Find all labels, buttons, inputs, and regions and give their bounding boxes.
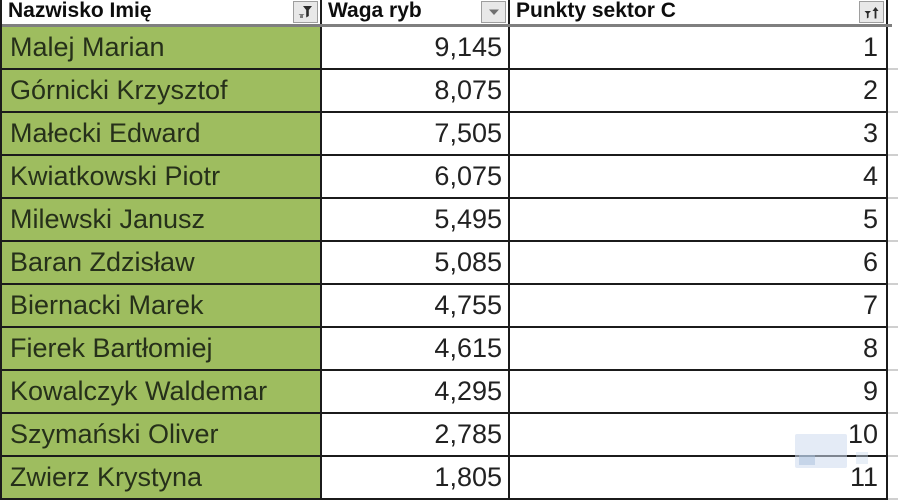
cell-points[interactable]: 2 xyxy=(510,70,888,113)
cell-weight[interactable]: 2,785 xyxy=(322,414,510,457)
filter-sort-up-icon xyxy=(864,5,879,19)
cell-name[interactable]: Górnicki Krzysztof xyxy=(2,70,322,113)
filter-dropdown-button[interactable] xyxy=(293,1,318,23)
cell-points[interactable]: 8 xyxy=(510,328,888,371)
cell-weight[interactable]: 1,805 xyxy=(322,457,510,500)
table-row: Fierek Bartłomiej 4,615 8 xyxy=(2,328,900,371)
filter-dropdown-button[interactable] xyxy=(859,1,884,23)
gridline-extension xyxy=(888,285,898,328)
cell-name[interactable]: Kwiatkowski Piotr xyxy=(2,156,322,199)
gridline-extension xyxy=(888,27,898,70)
filter-dropdown-button[interactable] xyxy=(481,1,506,23)
cell-weight[interactable]: 4,755 xyxy=(322,285,510,328)
table-row: Malej Marian 9,145 1 xyxy=(2,27,900,70)
cell-weight[interactable]: 4,615 xyxy=(322,328,510,371)
table-body: Malej Marian 9,145 1 Górnicki Krzysztof … xyxy=(2,27,900,500)
dropdown-arrow-icon xyxy=(488,8,500,16)
table-row: Milewski Janusz 5,495 5 xyxy=(2,199,900,242)
cell-points[interactable]: 6 xyxy=(510,242,888,285)
column-header-label: Nazwisko Imię xyxy=(8,0,152,22)
column-header-label: Waga ryb xyxy=(328,0,422,22)
cell-name[interactable]: Fierek Bartłomiej xyxy=(2,328,322,371)
cell-weight[interactable]: 8,075 xyxy=(322,70,510,113)
filter-funnel-icon xyxy=(298,5,313,19)
cell-points[interactable]: 10 xyxy=(510,414,888,457)
gridline-extension xyxy=(888,156,898,199)
table-row: Szymański Oliver 2,785 10 xyxy=(2,414,900,457)
table-row: Kowalczyk Waldemar 4,295 9 xyxy=(2,371,900,414)
table-row: Biernacki Marek 4,755 7 xyxy=(2,285,900,328)
cell-weight[interactable]: 7,505 xyxy=(322,113,510,156)
gridline-extension xyxy=(888,457,898,500)
cell-points[interactable]: 3 xyxy=(510,113,888,156)
gridline-extension xyxy=(888,70,898,113)
cell-name[interactable]: Szymański Oliver xyxy=(2,414,322,457)
cell-points[interactable]: 7 xyxy=(510,285,888,328)
gridline-extension xyxy=(888,199,898,242)
cell-name[interactable]: Biernacki Marek xyxy=(2,285,322,328)
cell-name[interactable]: Milewski Janusz xyxy=(2,199,322,242)
gridline-extension xyxy=(888,328,898,371)
header-row: Nazwisko Imię Waga ryb xyxy=(2,0,900,24)
cell-name[interactable]: Baran Zdzisław xyxy=(2,242,322,285)
cell-points[interactable]: 11 xyxy=(510,457,888,500)
header-cell-waga-ryb[interactable]: Waga ryb xyxy=(322,0,510,24)
gridline-extension xyxy=(888,414,898,457)
cell-points[interactable]: 1 xyxy=(510,27,888,70)
cell-name[interactable]: Zwierz Krystyna xyxy=(2,457,322,500)
header-cell-nazwisko-imie[interactable]: Nazwisko Imię xyxy=(2,0,322,24)
table-row: Górnicki Krzysztof 8,075 2 xyxy=(2,70,900,113)
cell-weight[interactable]: 9,145 xyxy=(322,27,510,70)
cell-name[interactable]: Kowalczyk Waldemar xyxy=(2,371,322,414)
header-cell-punkty-sektor-c[interactable]: Punkty sektor C xyxy=(510,0,888,24)
table-row: Zwierz Krystyna 1,805 11 xyxy=(2,457,900,500)
gridline-extension xyxy=(888,242,898,285)
cell-weight[interactable]: 6,075 xyxy=(322,156,510,199)
cell-weight[interactable]: 5,085 xyxy=(322,242,510,285)
cell-name[interactable]: Małecki Edward xyxy=(2,113,322,156)
header-bottom-border xyxy=(2,24,892,27)
cell-points[interactable]: 4 xyxy=(510,156,888,199)
cell-weight[interactable]: 5,495 xyxy=(322,199,510,242)
cell-weight[interactable]: 4,295 xyxy=(322,371,510,414)
cell-points[interactable]: 9 xyxy=(510,371,888,414)
gridline-extension xyxy=(888,113,898,156)
gridline-extension xyxy=(888,371,898,414)
cell-points[interactable]: 5 xyxy=(510,199,888,242)
cell-name[interactable]: Malej Marian xyxy=(2,27,322,70)
table-row: Kwiatkowski Piotr 6,075 4 xyxy=(2,156,900,199)
table-row: Małecki Edward 7,505 3 xyxy=(2,113,900,156)
table-row: Baran Zdzisław 5,085 6 xyxy=(2,242,900,285)
column-header-label: Punkty sektor C xyxy=(516,0,676,22)
